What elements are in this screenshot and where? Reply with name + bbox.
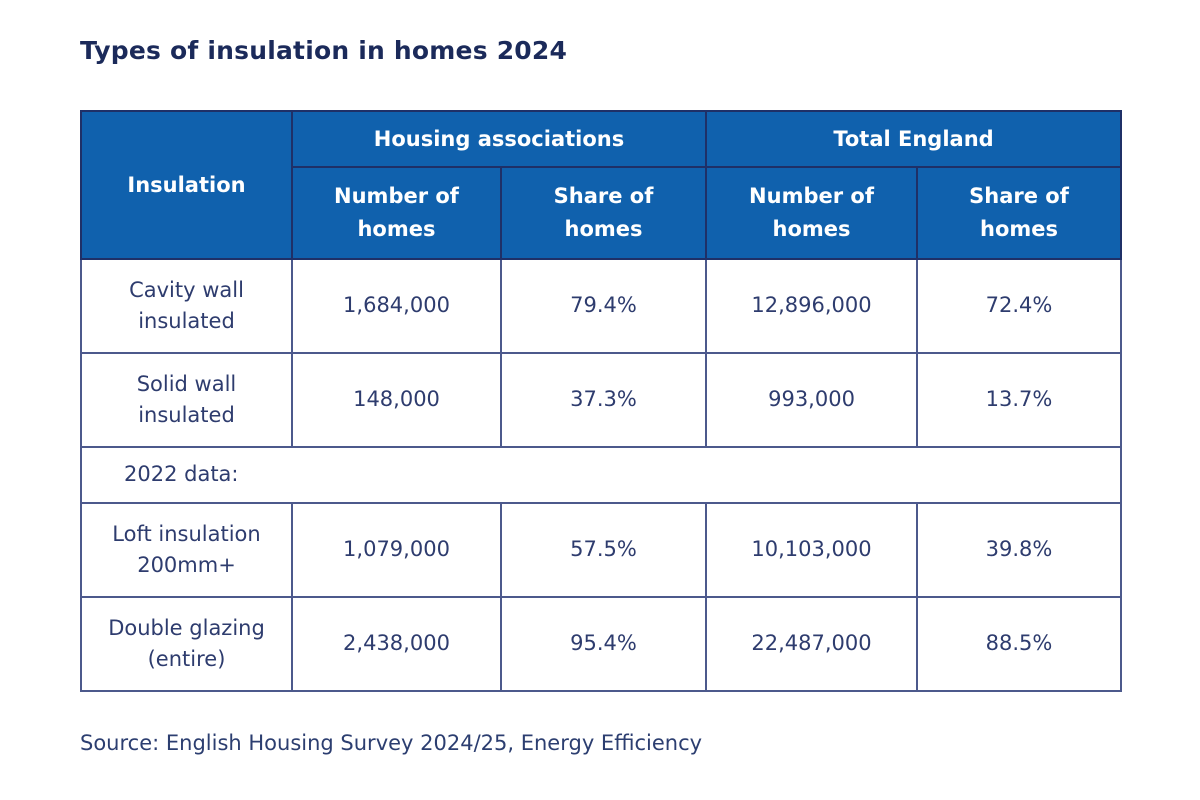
row-label: Double glazing (entire) [80,596,293,692]
cell-england-number: 22,487,000 [705,596,919,692]
source-note: Source: English Housing Survey 2024/25, … [80,731,703,755]
table-row-loft-insulation: Loft insulation 200mm+ 1,079,000 57.5% 1… [80,502,1123,598]
subheader-ha-number-of-homes: Number of homes [291,166,502,260]
cell-ha-share: 37.3% [499,352,708,448]
cell-england-number: 993,000 [705,352,919,448]
group-header-row: Insulation Housing associations Total En… [80,110,1123,260]
cell-ha-number: 1,079,000 [291,502,502,598]
cell-ha-share: 95.4% [499,596,708,692]
cell-england-share: 88.5% [916,596,1123,692]
section-row-2022-data: 2022 data: [79,446,1123,504]
cell-ha-share: 57.5% [499,502,708,598]
subheader-ha-share-of-homes: Share of homes [499,166,708,260]
group-header-housing-associations: Housing associations [290,110,708,168]
cell-england-number: 12,896,000 [705,258,919,354]
table-row-double-glazing: Double glazing (entire) 2,438,000 95.4% … [80,596,1123,692]
insulation-column-header: Insulation [80,110,293,260]
table-row-cavity-wall: Cavity wall insulated 1,684,000 79.4% 12… [80,258,1123,354]
cell-ha-number: 2,438,000 [291,596,502,692]
section-label: 2022 data: [79,446,1123,504]
cell-england-share: 13.7% [916,352,1123,448]
cell-ha-number: 1,684,000 [291,258,502,354]
subheader-england-number-of-homes: Number of homes [705,166,919,260]
cell-ha-number: 148,000 [291,352,502,448]
cell-england-share: 72.4% [916,258,1123,354]
subheader-row: Number of homes Share of homes Number of… [81,166,1123,260]
page-title: Types of insulation in homes 2024 [80,36,568,65]
row-label: Loft insulation 200mm+ [80,502,293,598]
table-row-solid-wall: Solid wall insulated 148,000 37.3% 993,0… [80,352,1123,448]
cell-ha-share: 79.4% [499,258,708,354]
group-header-total-england: Total England [705,110,1123,168]
cell-england-number: 10,103,000 [705,502,919,598]
insulation-table: Insulation Housing associations Total En… [79,110,1123,692]
subheader-england-share-of-homes: Share of homes [916,166,1123,260]
row-label: Solid wall insulated [80,352,293,448]
row-label: Cavity wall insulated [80,258,293,354]
cell-england-share: 39.8% [916,502,1123,598]
